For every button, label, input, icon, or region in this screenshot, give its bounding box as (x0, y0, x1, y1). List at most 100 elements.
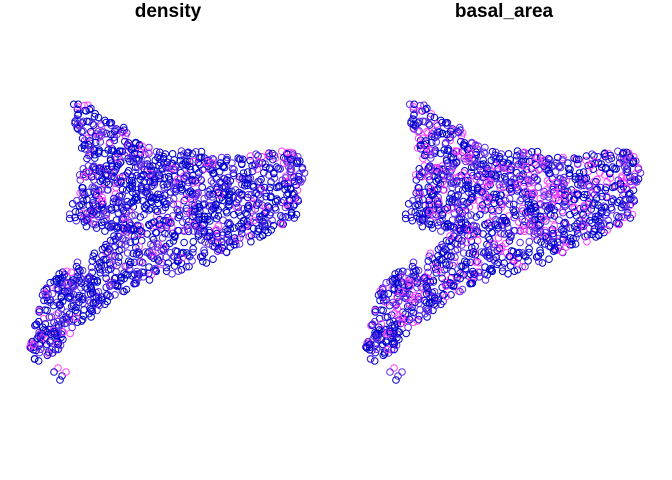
density-point (269, 155, 277, 164)
basal-area-point (494, 258, 502, 267)
density-point (89, 252, 97, 261)
basal-area-point (422, 282, 431, 290)
density-point (230, 165, 238, 174)
density-point (196, 253, 205, 261)
density-point (152, 147, 161, 156)
basal-area-point (580, 190, 589, 199)
basal-area-point (603, 226, 612, 234)
density-point (246, 152, 255, 160)
basal-area-point (513, 249, 522, 258)
basal-area-point (447, 252, 455, 261)
density-point (197, 153, 206, 162)
density-point (152, 228, 160, 237)
density-point (99, 255, 108, 264)
basal-area-point (528, 148, 536, 156)
density-point (118, 234, 127, 243)
density-point (98, 218, 106, 227)
density-point (98, 197, 107, 205)
density-point (97, 120, 105, 128)
density-point (107, 130, 115, 139)
density-point (131, 211, 139, 219)
basal-area-point (375, 326, 384, 334)
basal-area-point (557, 226, 566, 234)
basal-area-point (486, 178, 495, 187)
basal-area-point (470, 230, 478, 238)
basal-area-point (579, 168, 588, 176)
basal-area-point (619, 158, 627, 166)
density-point (163, 180, 171, 188)
basal-area-point (438, 214, 446, 223)
density-point (271, 203, 279, 212)
density-point (238, 224, 247, 233)
density-point (130, 279, 138, 288)
density-point (121, 270, 130, 279)
density-point (186, 162, 194, 171)
density-point (136, 161, 144, 169)
basal-area-point (582, 152, 591, 160)
basal-area-point (434, 218, 442, 227)
basal-area-point (415, 117, 424, 126)
panel-title-basal-area: basal_area (454, 1, 554, 22)
density-point (175, 206, 184, 215)
density-point (228, 164, 237, 173)
basal-area-point (455, 206, 464, 215)
density-point (62, 368, 70, 376)
basal-area-point (618, 150, 627, 158)
density-point (138, 258, 147, 267)
basal-area-point (416, 188, 424, 197)
basal-area-point (513, 259, 522, 268)
density-point (169, 237, 178, 245)
basal-area-point (423, 104, 431, 113)
density-point (161, 203, 170, 212)
basal-area-point (409, 196, 417, 205)
density-point (154, 199, 163, 208)
density-point (222, 157, 231, 165)
density-point (110, 279, 118, 287)
basal-area-point (593, 185, 601, 194)
basal-area-point (420, 168, 428, 177)
density-point (153, 207, 162, 216)
basal-area-point (485, 242, 493, 250)
density-point (102, 255, 110, 264)
basal-area-point (426, 278, 435, 286)
density-point (63, 280, 72, 288)
density-point (123, 169, 132, 177)
basal-area-point (417, 283, 425, 291)
density-point (54, 345, 62, 354)
basal-area-point (433, 293, 442, 301)
basal-area-point (390, 345, 398, 354)
basal-area-point (590, 225, 599, 233)
basal-area-point (425, 299, 434, 307)
density-point (195, 213, 204, 221)
density-point (180, 238, 188, 247)
density-point (57, 304, 66, 313)
basal-area-point (623, 211, 632, 219)
basal-area-point (587, 205, 596, 213)
density-point (61, 278, 70, 286)
density-point (254, 227, 262, 236)
basal-area-point (456, 274, 464, 283)
density-point (155, 220, 164, 229)
density-point (41, 289, 49, 297)
density-point (87, 263, 96, 272)
density-point (96, 269, 105, 277)
basal-area-point (550, 245, 559, 253)
density-point (106, 167, 114, 176)
basal-area-point (490, 199, 499, 208)
density-point (136, 213, 144, 221)
density-point (43, 306, 51, 315)
density-point (182, 189, 191, 198)
basal-area-point (413, 212, 421, 220)
density-point (58, 297, 67, 306)
density-point (79, 117, 88, 126)
density-point (107, 204, 116, 212)
basal-area-point (409, 258, 418, 267)
basal-area-point (443, 130, 451, 139)
basal-area-point (475, 170, 484, 179)
basal-area-point (560, 219, 568, 228)
density-point (260, 168, 268, 177)
basal-area-point (471, 226, 480, 234)
basal-area-point (491, 220, 500, 229)
basal-area-point (416, 101, 425, 110)
density-point (80, 306, 88, 314)
